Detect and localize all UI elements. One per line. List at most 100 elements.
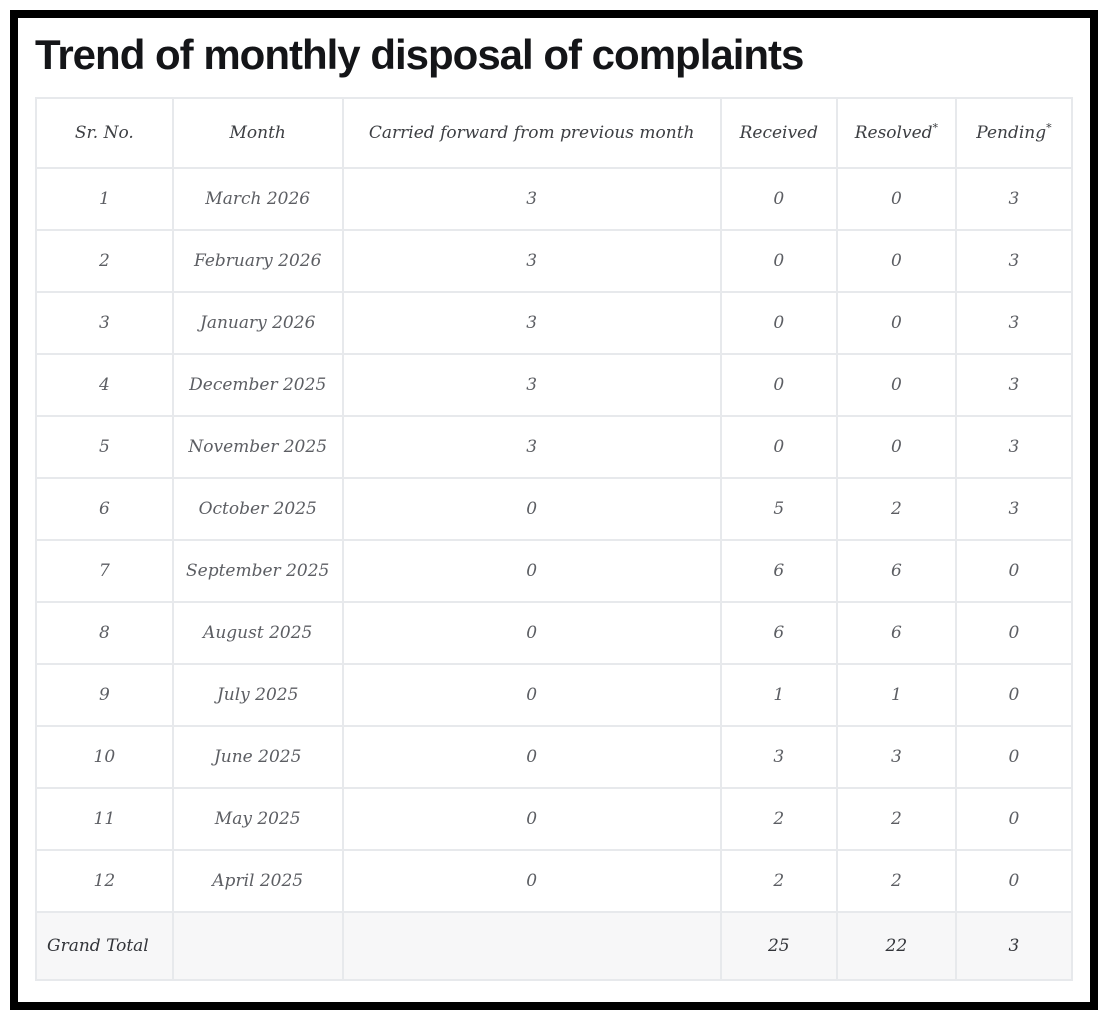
grand-total-label: Grand Total: [35, 911, 174, 981]
table-cell-resolved: 2: [835, 849, 957, 913]
column-header-label: Resolved: [854, 123, 933, 143]
table-cell-resolved: 1: [835, 663, 957, 727]
table-cell-received: 6: [719, 539, 838, 603]
table-cell-pending: 0: [954, 849, 1074, 913]
table-cell-pending: 3: [954, 353, 1074, 417]
table-cell-sr: 4: [35, 353, 174, 417]
column-header-label: Received: [739, 123, 819, 143]
table-row: 1 March 2026 3 0 0 3: [35, 167, 1074, 231]
table-cell-carried: 3: [341, 167, 722, 231]
table-cell-carried: 0: [341, 477, 722, 541]
table-cell-resolved: 2: [835, 477, 957, 541]
table-cell-carried: 3: [341, 415, 722, 479]
table-cell-resolved: 0: [835, 167, 957, 231]
column-header-label: Carried forward from previous month: [368, 123, 695, 143]
table-cell-pending: 3: [954, 291, 1074, 355]
column-header-label: Pending: [976, 123, 1047, 143]
table-cell-sr: 2: [35, 229, 174, 293]
table-cell-received: 2: [719, 787, 838, 851]
grand-total-pending: 3: [954, 911, 1074, 981]
table-row: 6 October 2025 0 5 2 3: [35, 477, 1074, 541]
table-cell-carried: 0: [341, 663, 722, 727]
header-row: Sr. No. Month Carried forward from previ…: [35, 97, 1074, 169]
table-cell-pending: 0: [954, 725, 1074, 789]
table-cell-sr: 9: [35, 663, 174, 727]
table-cell-received: 0: [719, 415, 838, 479]
table-cell-month: March 2026: [171, 167, 344, 231]
table-cell-received: 6: [719, 601, 838, 665]
column-header-sup: *: [1046, 121, 1052, 135]
table-cell-pending: 0: [954, 601, 1074, 665]
table-cell-received: 0: [719, 167, 838, 231]
table-cell-resolved: 2: [835, 787, 957, 851]
column-header-received: Received: [719, 97, 838, 169]
table-cell-pending: 3: [954, 477, 1074, 541]
table-cell-received: 3: [719, 725, 838, 789]
table-cell-received: 0: [719, 291, 838, 355]
table-cell-sr: 1: [35, 167, 174, 231]
table-cell-carried: 0: [341, 787, 722, 851]
grand-total-month: [171, 911, 344, 981]
table-cell-sr: 10: [35, 725, 174, 789]
table-row: 12 April 2025 0 2 2 0: [35, 849, 1074, 913]
table-row: 8 August 2025 0 6 6 0: [35, 601, 1074, 665]
grand-total-resolved: 22: [835, 911, 957, 981]
table-cell-resolved: 6: [835, 539, 957, 603]
table-cell-sr: 5: [35, 415, 174, 479]
table-cell-carried: 0: [341, 601, 722, 665]
table-cell-received: 1: [719, 663, 838, 727]
page-title: Trend of monthly disposal of complaints: [35, 31, 804, 78]
table-cell-pending: 0: [954, 663, 1074, 727]
table-header: Sr. No. Month Carried forward from previ…: [35, 97, 1074, 169]
table-cell-received: 2: [719, 849, 838, 913]
table-cell-sr: 8: [35, 601, 174, 665]
table-cell-pending: 0: [954, 539, 1074, 603]
table-cell-resolved: 0: [835, 229, 957, 293]
column-header-resolved: Resolved*: [835, 97, 957, 169]
table-cell-carried: 0: [341, 725, 722, 789]
outer-frame: Trend of monthly disposal of complaints …: [10, 10, 1098, 1010]
table-cell-sr: 6: [35, 477, 174, 541]
table-cell-sr: 11: [35, 787, 174, 851]
table-cell-carried: 3: [341, 229, 722, 293]
table-cell-carried: 0: [341, 539, 722, 603]
table-cell-sr: 7: [35, 539, 174, 603]
table-cell-sr: 12: [35, 849, 174, 913]
column-header-label: Sr. No.: [74, 123, 134, 143]
table-row: 4 December 2025 3 0 0 3: [35, 353, 1074, 417]
table-row: 3 January 2026 3 0 0 3: [35, 291, 1074, 355]
table-cell-pending: 3: [954, 167, 1074, 231]
grand-total-carried: [341, 911, 722, 981]
table-cell-month: May 2025: [171, 787, 344, 851]
table-cell-month: July 2025: [171, 663, 344, 727]
table-cell-pending: 3: [954, 229, 1074, 293]
table-cell-carried: 3: [341, 291, 722, 355]
table-body: 1 March 2026 3 0 0 3 2 February 2026 3 0 0 3 3 Januar…: [35, 167, 1074, 913]
table-cell-sr: 3: [35, 291, 174, 355]
table-cell-received: 0: [719, 353, 838, 417]
table-cell-month: December 2025: [171, 353, 344, 417]
column-header-pending: Pending*: [954, 97, 1074, 169]
column-header-carried-forward: Carried forward from previous month: [341, 97, 722, 169]
grand-total-row: Grand Total 25 22 3: [35, 911, 1074, 981]
table-cell-month: September 2025: [171, 539, 344, 603]
table-row: 11 May 2025 0 2 2 0: [35, 787, 1074, 851]
table-cell-resolved: 0: [835, 415, 957, 479]
table-row: 2 February 2026 3 0 0 3: [35, 229, 1074, 293]
table-cell-month: February 2026: [171, 229, 344, 293]
table-cell-resolved: 3: [835, 725, 957, 789]
column-header-label: Month: [229, 123, 286, 143]
table-row: 10 June 2025 0 3 3 0: [35, 725, 1074, 789]
table-cell-pending: 0: [954, 787, 1074, 851]
table-cell-resolved: 0: [835, 291, 957, 355]
column-header-sr-no: Sr. No.: [35, 97, 174, 169]
grand-total-received: 25: [719, 911, 838, 981]
table-row: 9 July 2025 0 1 1 0: [35, 663, 1074, 727]
table-cell-received: 0: [719, 229, 838, 293]
table-cell-month: October 2025: [171, 477, 344, 541]
table-cell-month: June 2025: [171, 725, 344, 789]
column-header-month: Month: [171, 97, 344, 169]
table-row: 7 September 2025 0 6 6 0: [35, 539, 1074, 603]
table-cell-pending: 3: [954, 415, 1074, 479]
